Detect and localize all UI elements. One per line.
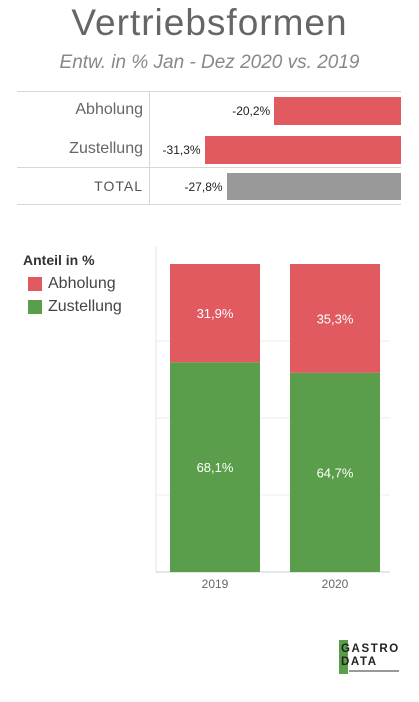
segment-value-label: 35,3% bbox=[317, 311, 354, 326]
row-divider bbox=[17, 91, 401, 92]
legend-swatch bbox=[28, 277, 42, 291]
row-divider bbox=[17, 167, 401, 168]
bar-value-label: -31,3% bbox=[162, 143, 201, 157]
gastrodata-logo: GASTRO DATA bbox=[339, 640, 399, 674]
bar bbox=[226, 173, 401, 200]
bar-category-label: Zustellung bbox=[69, 140, 143, 157]
axis-divider bbox=[149, 91, 150, 205]
legend-title: Anteil in % bbox=[23, 252, 95, 268]
bar-value-label: -20,2% bbox=[232, 104, 271, 118]
bar-value-label: -27,8% bbox=[184, 179, 223, 194]
bar bbox=[274, 97, 401, 125]
segment-value-label: 31,9% bbox=[197, 306, 234, 321]
logo-text: DATA bbox=[341, 656, 378, 668]
stacked-bar-segment bbox=[170, 362, 260, 572]
change-bar-chart: Abholung Zustellung TOTAL -20,2% -31,3% … bbox=[17, 91, 401, 205]
segment-value-label: 64,7% bbox=[317, 465, 354, 480]
legend-swatch bbox=[28, 300, 42, 314]
x-tick-label: 2020 bbox=[322, 577, 349, 591]
segment-value-label: 68,1% bbox=[197, 460, 234, 475]
row-divider bbox=[17, 204, 401, 205]
stacked-bar-segment bbox=[290, 264, 380, 373]
logo-tagline bbox=[349, 670, 399, 672]
stacked-bar-segment bbox=[290, 372, 380, 572]
share-stacked-chart: 68,1% 31,9% 2019 64,7% 35,3% 2020 bbox=[155, 246, 390, 591]
bar bbox=[204, 136, 401, 164]
logo-text: GASTRO bbox=[341, 643, 400, 655]
x-tick-label: 2019 bbox=[202, 577, 229, 591]
bar-category-label: Abholung bbox=[75, 101, 143, 118]
chart-title: Vertriebsformen bbox=[71, 2, 348, 43]
logo-mark bbox=[339, 640, 348, 674]
legend-label: Zustellung bbox=[48, 298, 122, 315]
stacked-bar-segment bbox=[170, 264, 260, 363]
chart-subtitle: Entw. in % Jan - Dez 2020 vs. 2019 bbox=[59, 52, 360, 73]
legend-label: Abholung bbox=[48, 275, 116, 292]
bar-category-label: TOTAL bbox=[94, 178, 143, 194]
